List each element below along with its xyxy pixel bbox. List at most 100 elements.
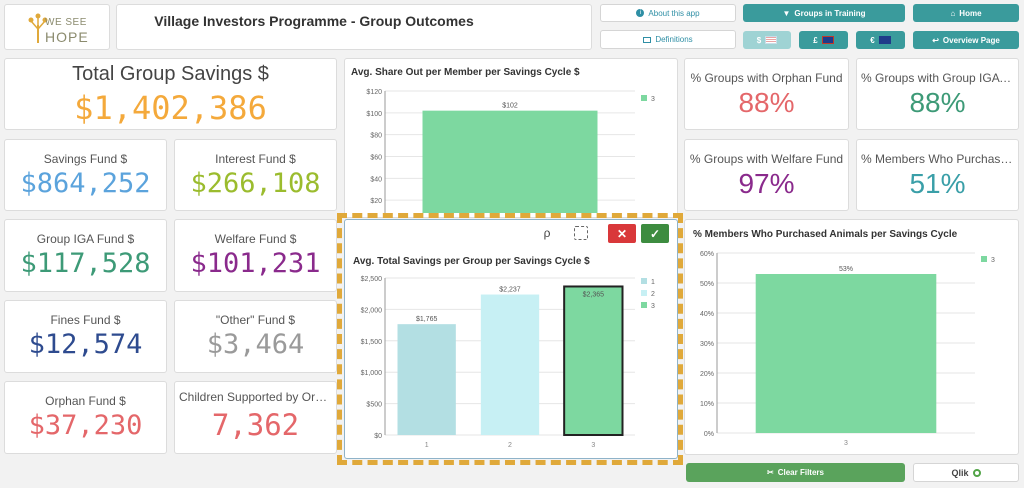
clear-filters-button[interactable]: ✂ Clear Filters — [686, 463, 905, 482]
y-tick-label: 50% — [700, 281, 714, 288]
kpi-value: 88% — [738, 87, 795, 118]
clear-filters-icon: ✂ — [767, 468, 774, 477]
kpi-iga-fund[interactable]: Group IGA Fund $ $117,528 — [4, 219, 167, 292]
qlik-badge[interactable]: Qlik — [913, 463, 1019, 482]
groups-in-training-label: Groups in Training — [794, 8, 866, 18]
y-tick-label: $500 — [366, 402, 382, 409]
definitions-button[interactable]: Definitions — [600, 30, 736, 49]
kpi-label: "Other" Fund $ — [215, 313, 296, 327]
kpi-label: Savings Fund $ — [43, 152, 128, 166]
tree-logo-icon — [28, 13, 48, 43]
y-tick-label: $20 — [370, 198, 382, 205]
currency-gbp-label: £ — [813, 35, 818, 45]
confirm-selection-button[interactable]: ✓ — [641, 224, 669, 243]
kpi-value: $864,252 — [20, 168, 151, 199]
qlik-logo-icon — [972, 468, 981, 477]
legend-swatch — [641, 278, 647, 284]
y-tick-label: $0 — [374, 433, 382, 440]
home-button[interactable]: ⌂ Home — [913, 4, 1019, 22]
chart-title: Avg. Total Savings per Group per Savings… — [353, 256, 590, 267]
cancel-selection-button[interactable]: ✕ — [608, 224, 636, 243]
eu-flag-icon — [878, 36, 891, 44]
currency-gbp-button[interactable]: £ — [799, 31, 848, 49]
kpi-fines-fund[interactable]: Fines Fund $ $12,574 — [4, 300, 167, 373]
legend-swatch — [641, 302, 647, 308]
overview-page-button[interactable]: ↩ Overview Page — [913, 31, 1019, 49]
bar-value-label: $2,365 — [583, 291, 605, 298]
lasso-tool-icon[interactable]: ρ — [543, 226, 551, 240]
kpi-label: Welfare Fund $ — [214, 232, 297, 246]
share-out-chart-card[interactable]: Avg. Share Out per Member per Savings Cy… — [344, 58, 678, 218]
currency-usd-button[interactable]: $ — [743, 31, 791, 49]
currency-eur-button[interactable]: € — [856, 31, 905, 49]
kpi-savings-fund[interactable]: Savings Fund $ $864,252 — [4, 139, 167, 211]
logo-line2: HOPE — [45, 29, 89, 45]
currency-usd-label: $ — [756, 35, 762, 45]
x-tick-label: 2 — [508, 442, 512, 449]
kpi-members-animals[interactable]: % Members Who Purchased A... 51% — [856, 139, 1019, 211]
kpi-value: $37,230 — [28, 410, 143, 441]
kpi-orphan-fund[interactable]: Orphan Fund $ $37,230 — [4, 381, 167, 454]
book-icon — [643, 36, 652, 43]
kpi-label: Fines Fund $ — [50, 313, 121, 327]
y-tick-label: 10% — [700, 401, 714, 408]
y-tick-label: 40% — [700, 311, 714, 318]
bar — [480, 294, 540, 435]
currency-eur-label: € — [870, 35, 875, 45]
y-tick-label: $2,500 — [361, 276, 383, 283]
home-label: Home — [959, 8, 982, 18]
kpi-welfare-fund-groups[interactable]: % Groups with Welfare Fund 97% — [684, 139, 849, 211]
select-tool-icon[interactable] — [574, 226, 588, 240]
kpi-children-supported[interactable]: Children Supported by Orpha... 7,362 — [174, 381, 337, 454]
bar-value-label: $2,237 — [499, 287, 521, 294]
logo-card: WE SEE HOPE — [4, 4, 110, 50]
animals-chart: 0% 10% 20% 30% 40% 50% 60% 53% 3 3 — [700, 251, 995, 447]
app-title: Village Investors Programme - Group Outc… — [154, 13, 474, 29]
kpi-value: $12,574 — [28, 329, 143, 360]
kpi-value: $101,231 — [190, 248, 321, 279]
home-icon: ⌂ — [950, 8, 956, 18]
kpi-total-savings[interactable]: Total Group Savings $ $1,402,386 — [4, 58, 337, 130]
chart-title: % Members Who Purchased Animals per Savi… — [693, 229, 958, 240]
clear-filters-label: Clear Filters — [777, 468, 824, 477]
bar-value-label: 53% — [839, 266, 853, 273]
kpi-value: 88% — [909, 87, 966, 118]
kpi-iga-fund-groups[interactable]: % Groups with Group IGA Fund 88% — [856, 58, 1019, 130]
logo-line1: WE SEE — [45, 17, 87, 28]
kpi-orphan-fund-groups[interactable]: % Groups with Orphan Fund 88% — [684, 58, 849, 130]
bar — [755, 274, 937, 433]
kpi-value: $1,402,386 — [74, 89, 267, 127]
about-label: About this app — [648, 8, 700, 18]
y-tick-label: $2,000 — [361, 307, 383, 314]
kpi-value: 51% — [909, 168, 966, 199]
kpi-label: % Groups with Orphan Fund — [690, 71, 843, 85]
y-tick-label: 30% — [700, 341, 714, 348]
legend-label: 3 — [991, 257, 995, 264]
y-tick-label: 0% — [704, 431, 714, 438]
kpi-label: Total Group Savings $ — [72, 63, 269, 85]
bar-value-label: $102 — [502, 103, 518, 110]
kpi-label: Group IGA Fund $ — [36, 232, 135, 246]
app-title-card: Village Investors Programme - Group Outc… — [116, 4, 592, 50]
kpi-label: % Groups with Welfare Fund — [689, 152, 844, 166]
about-button[interactable]: i About this app — [600, 4, 736, 22]
y-tick-label: 20% — [700, 371, 714, 378]
x-tick-label: 1 — [425, 442, 429, 449]
groups-in-training-button[interactable]: ▼ Groups in Training — [743, 4, 905, 22]
legend-swatch — [641, 95, 647, 101]
filter-icon: ▼ — [782, 8, 791, 18]
overview-page-label: Overview Page — [942, 35, 1000, 45]
legend-label: 3 — [651, 96, 655, 103]
kpi-value: $3,464 — [206, 329, 305, 360]
bar-value-label: $1,765 — [416, 316, 438, 323]
kpi-interest-fund[interactable]: Interest Fund $ $266,108 — [174, 139, 337, 211]
kpi-welfare-fund[interactable]: Welfare Fund $ $101,231 — [174, 219, 337, 292]
animals-chart-card[interactable]: % Members Who Purchased Animals per Savi… — [684, 219, 1019, 455]
kpi-label: Interest Fund $ — [215, 152, 296, 166]
legend-swatch — [641, 290, 647, 296]
bar — [563, 285, 624, 437]
kpi-other-fund[interactable]: "Other" Fund $ $3,464 — [174, 300, 337, 373]
kpi-value: $266,108 — [190, 168, 321, 199]
total-savings-chart-card[interactable]: Avg. Total Savings per Group per Savings… — [344, 219, 678, 459]
kpi-value: 97% — [738, 168, 795, 199]
